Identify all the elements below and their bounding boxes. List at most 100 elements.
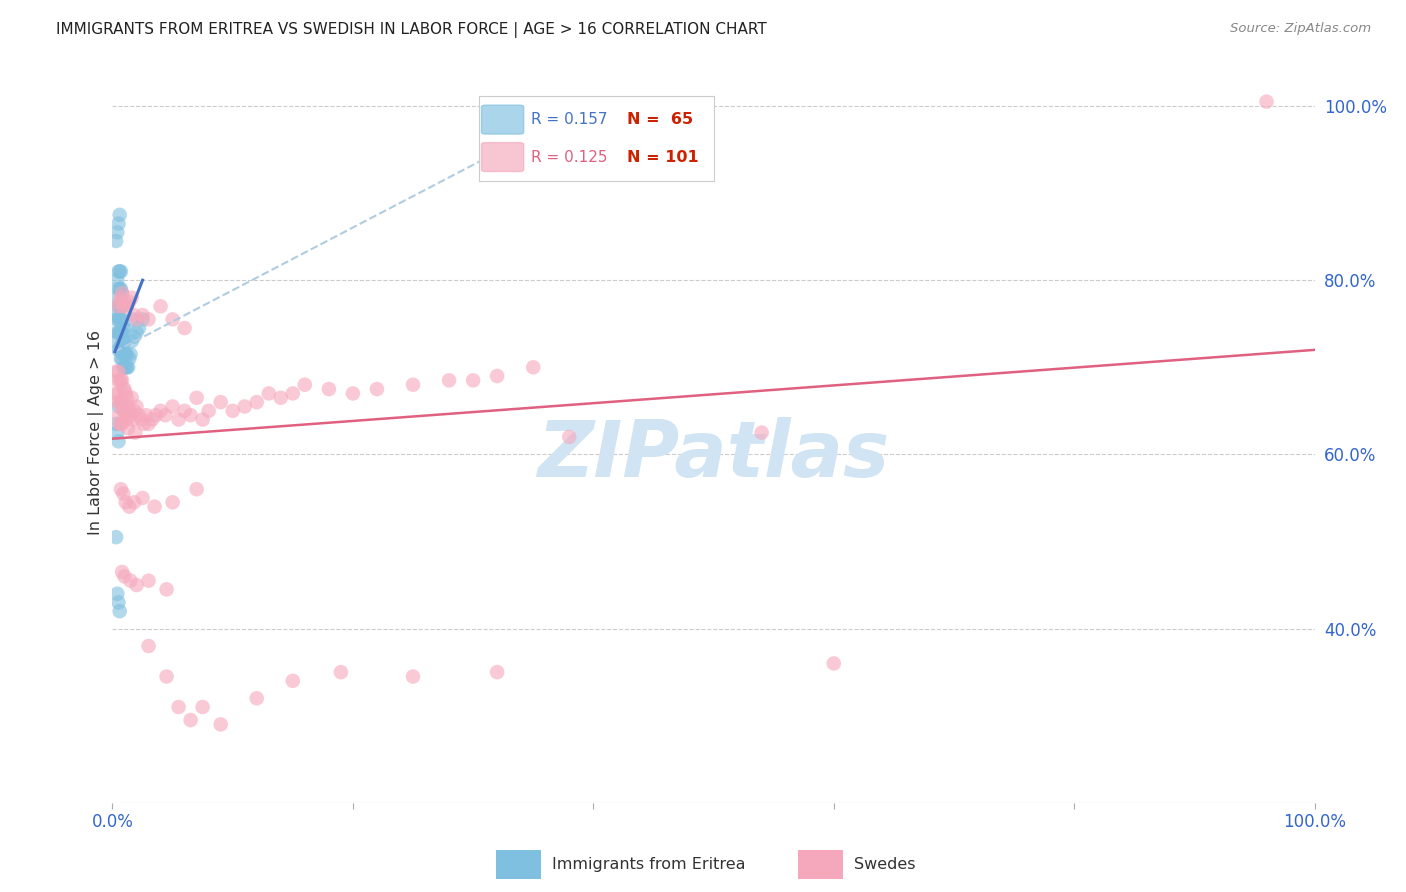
Text: Source: ZipAtlas.com: Source: ZipAtlas.com — [1230, 22, 1371, 36]
Point — [108, 343, 131, 357]
Point — [107, 312, 129, 326]
Point — [149, 299, 172, 313]
Point — [107, 434, 129, 449]
Point — [108, 264, 131, 278]
Point — [128, 321, 150, 335]
Point — [115, 299, 138, 313]
Point — [114, 334, 136, 348]
Point — [145, 408, 167, 422]
Point — [107, 595, 129, 609]
Point — [131, 491, 153, 505]
Text: IMMIGRANTS FROM ERITREA VS SWEDISH IN LABOR FORCE | AGE > 16 CORRELATION CHART: IMMIGRANTS FROM ERITREA VS SWEDISH IN LA… — [56, 22, 768, 38]
Point — [105, 291, 128, 305]
Point — [110, 264, 132, 278]
Point — [117, 360, 139, 375]
Point — [131, 312, 153, 326]
Point — [125, 312, 148, 326]
Point — [108, 417, 131, 431]
Y-axis label: In Labor Force | Age > 16: In Labor Force | Age > 16 — [89, 330, 104, 535]
Point — [281, 386, 304, 401]
Point — [112, 486, 135, 500]
Point — [108, 312, 131, 326]
Text: N = 101: N = 101 — [627, 150, 699, 164]
Point — [110, 351, 132, 366]
Point — [112, 347, 135, 361]
Point — [107, 386, 129, 401]
Point — [155, 669, 177, 683]
Point — [131, 412, 153, 426]
Point — [107, 365, 129, 379]
Point — [402, 669, 425, 683]
Point — [122, 412, 145, 426]
Text: R = 0.157: R = 0.157 — [530, 112, 607, 127]
Point — [318, 382, 340, 396]
Point — [112, 334, 135, 348]
Point — [131, 308, 153, 322]
FancyBboxPatch shape — [481, 105, 523, 134]
Point — [114, 295, 136, 310]
Point — [751, 425, 773, 440]
Point — [111, 326, 134, 340]
Point — [105, 425, 128, 440]
Point — [114, 347, 136, 361]
Point — [486, 665, 509, 680]
Point — [122, 495, 145, 509]
Point — [111, 565, 134, 579]
Point — [143, 500, 166, 514]
Point — [114, 382, 136, 396]
Point — [108, 282, 131, 296]
Point — [186, 391, 208, 405]
Point — [105, 234, 128, 248]
Point — [112, 360, 135, 375]
Point — [107, 326, 129, 340]
Point — [138, 312, 160, 326]
Point — [108, 373, 131, 387]
Point — [112, 404, 135, 418]
Point — [115, 347, 138, 361]
Point — [138, 574, 160, 588]
Point — [114, 495, 136, 509]
Point — [294, 377, 316, 392]
Point — [105, 326, 128, 340]
Point — [114, 404, 136, 418]
Point — [107, 217, 129, 231]
Point — [149, 404, 172, 418]
Point — [108, 395, 131, 409]
Point — [105, 312, 128, 326]
Point — [107, 299, 129, 313]
Text: Swedes: Swedes — [853, 857, 915, 871]
Point — [107, 408, 129, 422]
FancyBboxPatch shape — [481, 143, 523, 171]
Point — [105, 273, 128, 287]
Point — [110, 482, 132, 496]
Point — [167, 412, 190, 426]
Point — [186, 482, 208, 496]
Point — [110, 291, 132, 305]
Point — [823, 657, 845, 671]
Point — [246, 395, 269, 409]
Point — [167, 700, 190, 714]
Point — [110, 312, 132, 326]
Point — [105, 395, 128, 409]
Point — [270, 391, 292, 405]
Point — [402, 377, 425, 392]
Point — [342, 386, 364, 401]
Point — [125, 400, 148, 414]
Point — [329, 665, 352, 680]
Point — [114, 347, 136, 361]
Point — [141, 412, 163, 426]
Point — [125, 578, 148, 592]
Point — [257, 386, 280, 401]
Point — [162, 312, 184, 326]
Point — [114, 360, 136, 375]
Point — [105, 365, 128, 379]
Point — [110, 373, 132, 387]
Point — [111, 351, 134, 366]
Point — [105, 225, 128, 239]
Point — [132, 417, 155, 431]
Point — [162, 495, 184, 509]
Point — [105, 417, 128, 431]
Point — [173, 321, 195, 335]
Point — [117, 421, 139, 435]
Point — [107, 400, 129, 414]
